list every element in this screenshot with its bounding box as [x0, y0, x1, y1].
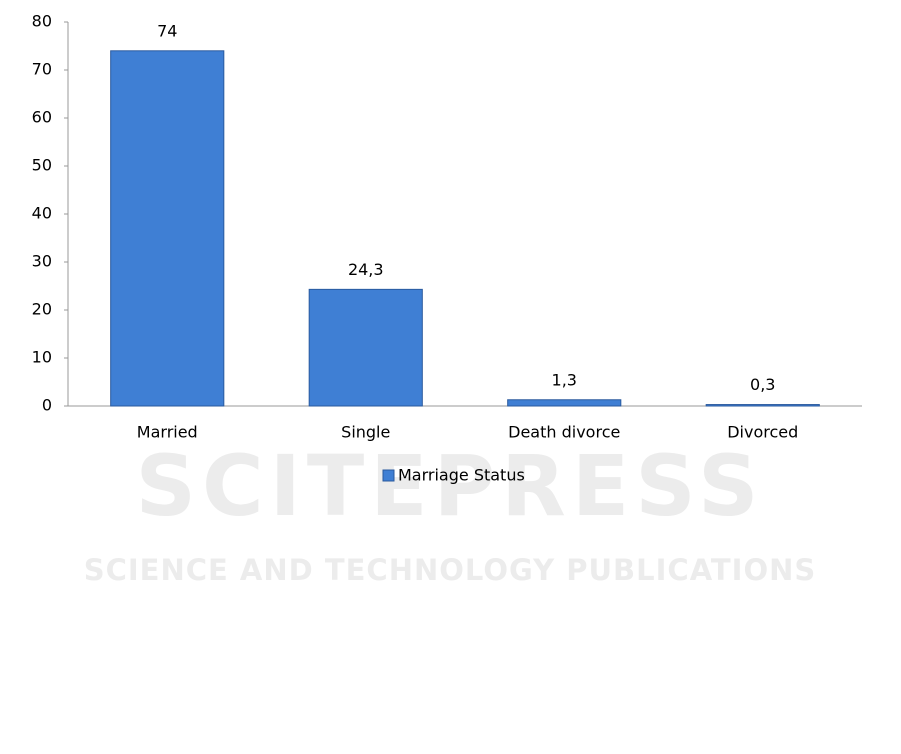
y-tick-label: 0	[42, 396, 52, 415]
x-tick-label: Single	[341, 423, 390, 442]
y-tick-label: 10	[32, 348, 52, 367]
value-label: 1,3	[552, 370, 577, 389]
watermark-subtitle: SCIENCE AND TECHNOLOGY PUBLICATIONS	[84, 553, 817, 587]
watermark: SCITEPRESS	[136, 437, 765, 535]
y-tick-label: 50	[32, 156, 52, 175]
x-tick-label: Divorced	[727, 423, 798, 442]
value-label: 74	[157, 21, 177, 40]
y-tick-label: 70	[32, 60, 52, 79]
y-tick-label: 80	[32, 12, 52, 31]
legend-swatch	[382, 469, 395, 482]
y-tick-label: 60	[32, 108, 52, 127]
bar	[705, 404, 820, 407]
bar	[308, 288, 423, 407]
legend-label: Marriage Status	[398, 466, 525, 485]
y-tick-label: 30	[32, 252, 52, 271]
bar	[507, 399, 622, 407]
x-tick-label: Married	[137, 423, 198, 442]
value-label: 24,3	[348, 260, 384, 279]
x-tick-label: Death divorce	[508, 423, 620, 442]
value-label: 0,3	[750, 375, 775, 394]
bar	[110, 50, 225, 407]
y-tick-label: 20	[32, 300, 52, 319]
y-tick-label: 40	[32, 204, 52, 223]
